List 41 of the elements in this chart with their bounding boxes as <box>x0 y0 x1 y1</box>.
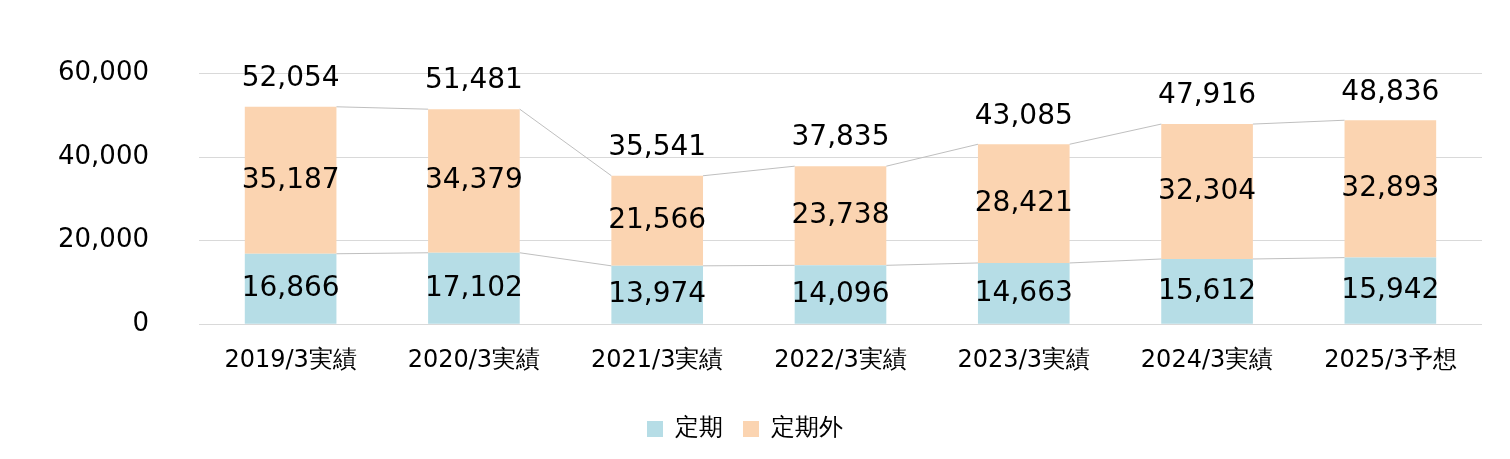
total-label: 51,481 <box>424 62 523 96</box>
x-tick-label: 2019/3実績 <box>224 344 357 373</box>
total-label: 52,054 <box>241 60 340 94</box>
total-label: 43,085 <box>974 97 1073 131</box>
total-label: 47,916 <box>1158 77 1257 111</box>
data-label: 23,738 <box>791 197 890 231</box>
x-tick-label: 2020/3実績 <box>407 344 541 373</box>
data-label: 17,102 <box>424 269 523 303</box>
total-label: 48,836 <box>1341 73 1440 107</box>
data-label: 35,187 <box>241 161 340 195</box>
x-tick-label: 2023/3実績 <box>957 344 1090 373</box>
bar <box>977 144 1070 263</box>
y-tick-label: 40,000 <box>57 139 149 170</box>
bar <box>428 109 520 253</box>
bar <box>1344 120 1437 258</box>
data-label: 14,096 <box>791 275 890 309</box>
x-tick-label: 2021/3実績 <box>590 344 724 373</box>
x-tick-label: 2025/3予想 <box>1324 344 1457 373</box>
data-label: 15,612 <box>1158 272 1257 306</box>
legend-label: 定期 <box>675 413 723 442</box>
y-tick-label: 60,000 <box>57 56 149 87</box>
data-label: 32,893 <box>1341 170 1440 204</box>
data-label: 34,379 <box>424 162 523 196</box>
legend-label: 定期外 <box>771 413 843 442</box>
data-label: 15,942 <box>1341 271 1440 305</box>
data-label: 14,663 <box>974 274 1073 308</box>
data-label: 16,866 <box>241 270 340 304</box>
data-label: 13,974 <box>608 276 707 310</box>
y-tick-label: 0 <box>132 306 149 337</box>
y-tick-label: 20,000 <box>57 223 149 254</box>
bar <box>1161 124 1253 259</box>
x-tick-label: 2022/3実績 <box>774 344 907 373</box>
x-tick-label: 2024/3実績 <box>1140 344 1274 373</box>
data-label: 32,304 <box>1158 172 1257 206</box>
data-label: 28,421 <box>974 184 1073 218</box>
bar <box>794 166 887 266</box>
total-label: 37,835 <box>791 119 890 153</box>
total-label: 35,541 <box>608 129 707 163</box>
data-label: 21,566 <box>608 202 707 236</box>
bar <box>244 106 337 254</box>
bar <box>611 175 704 266</box>
